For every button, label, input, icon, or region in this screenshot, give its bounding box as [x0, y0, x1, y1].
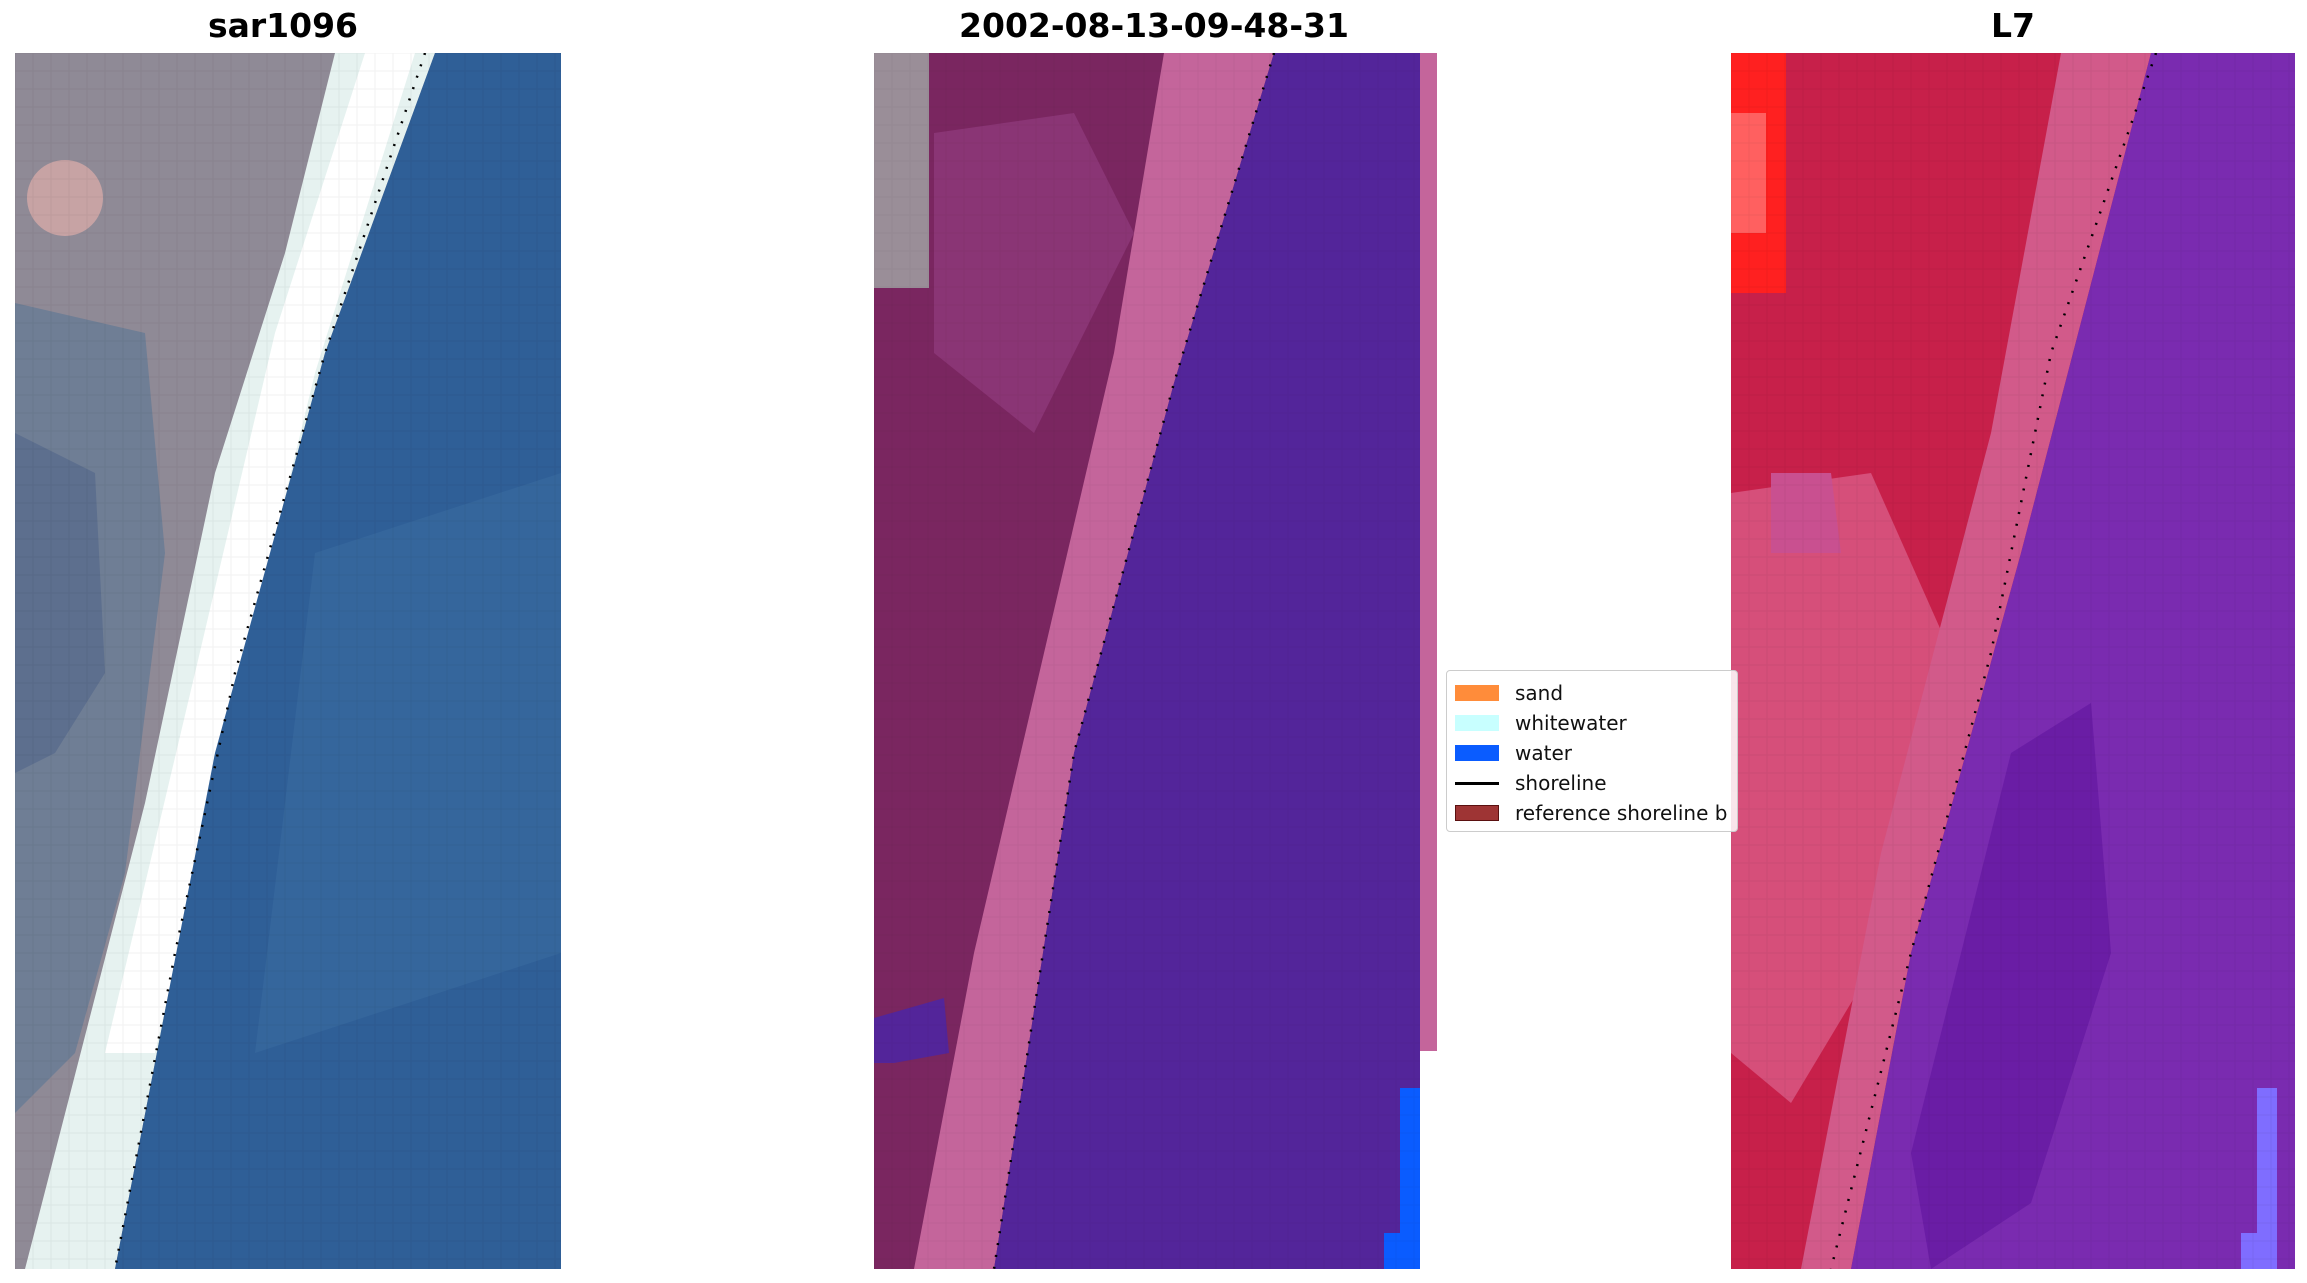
- legend-label: water: [1515, 741, 1572, 765]
- rgb-image: [15, 53, 561, 1269]
- whitewater-swatch: [1455, 715, 1499, 731]
- false-color-image: [1731, 53, 2295, 1269]
- image-panel-rgb: [15, 53, 561, 1269]
- legend-item-sand: sand: [1455, 681, 1564, 705]
- panel-title-rgb: sar1096: [207, 6, 359, 45]
- legend-item-reference-shoreline: reference shoreline b: [1455, 801, 1728, 825]
- legend-label: whitewater: [1515, 711, 1627, 735]
- legend-item-shoreline: shoreline: [1455, 771, 1607, 795]
- panel-title-classified: 2002-08-13-09-48-31: [959, 6, 1349, 45]
- shoreline-line: [113, 53, 427, 1269]
- legend-item-water: water: [1455, 741, 1572, 765]
- legend-label: reference shoreline b: [1515, 801, 1728, 825]
- water-swatch: [1455, 745, 1499, 761]
- classified-image: [874, 53, 1437, 1269]
- sand-swatch: [1455, 685, 1499, 701]
- legend-label: shoreline: [1515, 771, 1607, 795]
- image-panel-false-color: [1731, 53, 2295, 1269]
- legend-label: sand: [1515, 681, 1564, 705]
- legend-item-whitewater: whitewater: [1455, 711, 1627, 735]
- shoreline-swatch: [1455, 781, 1499, 785]
- legend: sand whitewater water shoreline referenc…: [1446, 670, 1738, 832]
- panel-title-false-color: L7: [1991, 6, 2035, 45]
- reference-shoreline-swatch: [1455, 805, 1499, 821]
- image-panel-classified: [874, 53, 1437, 1269]
